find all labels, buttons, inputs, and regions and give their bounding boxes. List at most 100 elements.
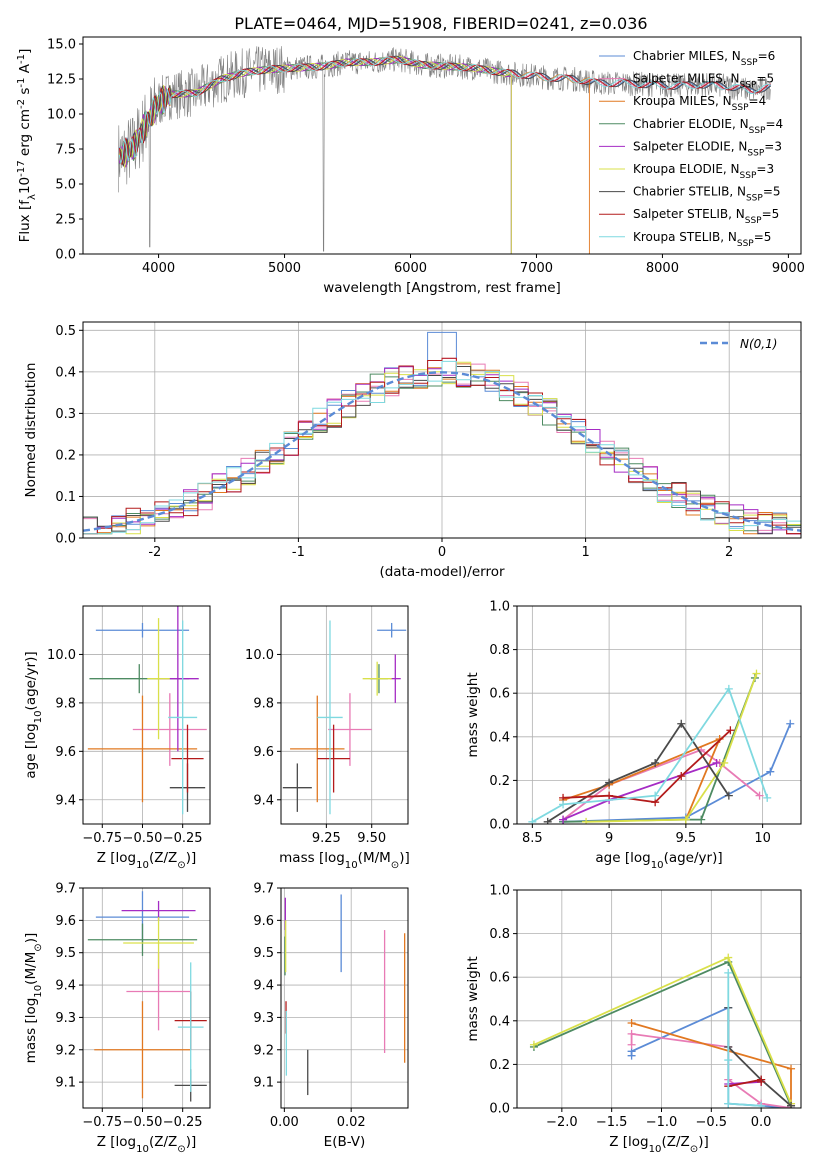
mass-weight-marker [559,815,568,824]
y-tick-label: 2.5 [55,213,76,228]
x-tick-label: 8000 [646,261,679,276]
y-tick-label: 9.4 [55,979,76,994]
y-tick-label: 7.5 [55,143,76,158]
y-tick-label: 9.5 [55,946,76,961]
mass-weight-marker [627,1029,636,1038]
y-tick-label: 0.4 [489,730,510,745]
y-tick-label: 9.1 [55,1076,76,1091]
plot-area [83,888,210,1108]
mass-weight-marker [720,758,729,767]
y-tick-label: 0.6 [489,971,510,986]
y-tick-label: 15.0 [47,38,76,53]
x-tick-label: 4000 [142,261,175,276]
mass-weight-marker [681,815,690,824]
y-tick-label: 9.6 [55,745,76,760]
y-tick-label: 9.8 [253,696,274,711]
y-tick-label: 0.5 [55,324,76,339]
plot-area [517,606,801,824]
mass-weight-marker [627,1040,636,1049]
mass-weight-marker [677,719,686,728]
mass-weight-marker [752,669,761,678]
metallicity-massweight-panel: −2.0 −1.5 −1.0 −0.5 0.0 0.0 0.2 0.4 0.6 0.8 1.0 Z [… [465,884,802,1155]
mass-weight-marker [726,726,735,735]
y-tick-label: 0.0 [55,532,76,547]
x-tick-label: 5000 [268,261,301,276]
age-massweight-panel: 8.5 9 9.5 10 0.0 0.2 0.4 0.6 0.8 1.0 age [log10(ag… [465,600,802,871]
y-tick-label: 0.2 [489,774,510,789]
mass-weight-line [586,673,758,823]
mass-weight-line [562,737,722,820]
y-tick-label: 9.4 [253,979,274,994]
mass-weight-marker [757,1101,766,1108]
y-axis-label: Normed distribution [23,363,39,498]
x-tick-label: −0.50 [123,1115,163,1130]
mass-weight-marker [724,791,733,800]
y-axis-label: Flux [fλ10-17 erg cm-2 s-1 A-1] [16,49,38,243]
mass-weight-marker [787,1101,796,1108]
y-axis-label: mass weight [465,956,481,1041]
mass-weight-marker [724,1099,733,1108]
y-tick-label: 9.1 [253,1076,274,1091]
spectrum-title: PLATE=0464, MJD=51908, FIBERID=0241, z=0… [234,14,647,33]
mass-weight-marker [724,684,733,693]
y-tick-label: 9.5 [253,946,274,961]
model-spectrum-line [119,55,512,254]
mass-weight-marker [786,719,795,728]
mass-weight-marker [651,758,660,767]
x-tick-label: 2 [725,545,733,560]
residual-histogram-panel: -2 -1 0 1 2 0.0 0.1 0.2 0.3 0.4 0.5 (data-model)/er… [23,321,802,580]
legend-label: N(0,1) [740,337,777,351]
mass-weight-marker [712,758,721,767]
y-tick-label: 9.6 [253,914,274,929]
plot-frame [82,887,211,1109]
y-tick-label: 0.6 [489,687,510,702]
x-axis-label: mass [log10(M/M⊙)] [279,850,410,871]
y-tick-label: 0.4 [489,1014,510,1029]
plot-frame [82,36,802,255]
x-tick-label: 9 [605,831,613,846]
residual-histogram-step [83,360,801,535]
x-tick-label: −0.25 [163,831,203,846]
x-tick-label: −0.50 [123,831,163,846]
mass-weight-marker [651,791,660,800]
plot-frame [280,605,409,825]
x-axis-label: age [log10(age/yr)] [595,850,722,871]
y-tick-label: 10.0 [47,108,76,123]
y-tick-label: 0.8 [489,927,510,942]
y-tick-label: 5.0 [55,178,76,193]
x-tick-label: 10 [754,831,771,846]
x-axis-label: Z [log10(Z/Z⊙)] [97,1134,197,1155]
plot-frame [516,889,802,1109]
plot-area [517,890,801,1108]
plot-frame [82,321,802,539]
y-tick-label: 9.8 [55,696,76,711]
mass-weight-marker [559,800,568,809]
y-tick-label: 1.0 [489,600,510,615]
mass-weight-marker [757,1077,766,1086]
y-tick-label: 9.7 [253,882,274,897]
plot-frame [82,605,211,825]
y-tick-label: 0.4 [55,365,76,380]
x-tick-label: 0.0 [751,1115,772,1130]
x-axis-label: E(B-V) [324,1134,366,1150]
y-tick-label: 10.0 [47,648,76,663]
y-tick-label: 12.5 [47,73,76,88]
y-tick-label: 0.0 [489,1102,510,1117]
mass-weight-marker [582,817,591,824]
mass-weight-marker [787,1064,796,1073]
mass-weight-marker [697,815,706,824]
y-tick-label: 0.0 [489,818,510,833]
x-tick-label: 8.5 [522,831,543,846]
x-tick-label: -2 [148,545,161,560]
x-tick-label: -1 [292,545,305,560]
x-axis-label: (data-model)/error [379,564,505,580]
x-axis-label: Z [log10(Z/Z⊙)] [97,850,197,871]
mass-weight-line [727,972,762,1107]
x-tick-label: −0.75 [82,831,122,846]
x-tick-label: 9.25 [312,831,341,846]
y-tick-label: 9.4 [55,793,76,808]
y-tick-label: 0.2 [489,1058,510,1073]
mass-weight-marker [605,791,614,800]
x-tick-label: 7000 [520,261,553,276]
mass-weight-marker [763,793,772,802]
